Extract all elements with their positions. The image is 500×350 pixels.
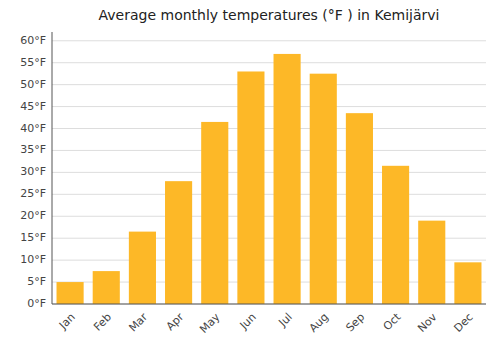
bar (129, 232, 156, 304)
bar (418, 221, 445, 304)
x-tick-label: Oct (381, 310, 404, 333)
y-tick-label: 35°F (20, 143, 46, 156)
grid-line (52, 150, 486, 151)
y-tick-label: 5°F (27, 275, 46, 288)
grid-line (52, 40, 486, 41)
grid-line (52, 106, 486, 107)
x-tick-label: Feb (91, 311, 114, 334)
x-tick-label: Aug (307, 311, 331, 335)
x-tick-label: Jul (276, 311, 295, 330)
grid-line (52, 172, 486, 173)
bar (57, 282, 84, 304)
x-tick-label: Apr (164, 310, 187, 333)
y-tick-label: 25°F (20, 187, 46, 200)
bar (382, 166, 409, 304)
y-tick-label: 45°F (20, 100, 46, 113)
bar (346, 113, 373, 304)
bar (454, 262, 481, 304)
y-tick-label: 0°F (27, 297, 46, 310)
x-tick-label: Nov (415, 310, 440, 335)
grid (52, 41, 486, 304)
chart-svg: Average monthly temperatures (°F ) in Ke… (0, 0, 500, 350)
y-tick-label: 20°F (20, 209, 46, 222)
grid-line (52, 62, 486, 63)
y-tick-label: 10°F (20, 253, 46, 266)
bar (201, 122, 228, 304)
bar (310, 74, 337, 304)
y-tick-label: 30°F (20, 165, 46, 178)
y-tick-label: 50°F (20, 78, 46, 91)
bars (57, 54, 482, 304)
x-tick-label: Jun (237, 311, 259, 333)
y-tick-label: 40°F (20, 122, 46, 135)
bar (274, 54, 301, 304)
x-axis-line (52, 304, 486, 305)
grid-line (52, 194, 486, 195)
x-tick-label: Sep (343, 311, 367, 335)
y-axis-line (52, 32, 53, 304)
grid-line (52, 84, 486, 85)
chart-container: Average monthly temperatures (°F ) in Ke… (0, 0, 500, 350)
bar (93, 271, 120, 304)
x-tick-label: Mar (126, 310, 150, 334)
y-tick-label: 60°F (20, 34, 46, 47)
grid-line (52, 304, 486, 305)
x-tick-label: Jan (56, 311, 78, 333)
y-tick-label: 15°F (20, 231, 46, 244)
x-tick-label: Dec (451, 311, 475, 335)
bar (237, 71, 264, 304)
title: Average monthly temperatures (°F ) in Ke… (99, 7, 440, 23)
x-tick-label: May (197, 310, 223, 336)
bar (165, 181, 192, 304)
y-tick-label: 55°F (20, 56, 46, 69)
grid-line (52, 128, 486, 129)
grid-line (52, 216, 486, 217)
